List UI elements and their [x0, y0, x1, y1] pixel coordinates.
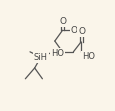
Text: O: O	[70, 26, 77, 35]
Text: O: O	[78, 27, 85, 36]
Text: HO: HO	[51, 49, 64, 58]
Text: SiH: SiH	[34, 53, 47, 62]
Text: HO: HO	[81, 52, 94, 61]
Text: O: O	[59, 17, 65, 26]
